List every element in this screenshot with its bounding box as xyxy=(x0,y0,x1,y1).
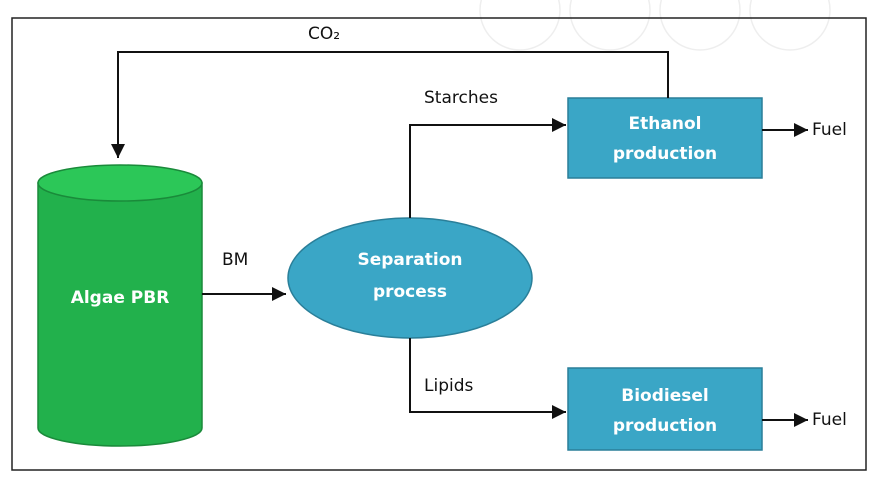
separation-node xyxy=(287,217,533,339)
node-label: production xyxy=(613,144,717,164)
ethanol-node xyxy=(567,97,763,179)
edge-label: BM xyxy=(222,250,248,270)
frame xyxy=(11,17,867,471)
edge-label: Fuel xyxy=(812,120,847,140)
cylinder xyxy=(37,164,203,447)
biodiesel-node xyxy=(567,367,763,451)
edge-label: Fuel xyxy=(812,410,847,430)
arrow xyxy=(409,118,566,218)
arrow xyxy=(409,338,566,419)
edge-label: CO₂ xyxy=(308,24,340,44)
watermark xyxy=(479,0,831,51)
node-label: Algae PBR xyxy=(71,288,170,308)
node-label: process xyxy=(373,282,447,302)
node-label: production xyxy=(613,416,717,436)
edge-label: Lipids xyxy=(424,376,473,396)
arrow xyxy=(111,51,669,158)
node-label: Separation xyxy=(357,250,462,270)
edge-label: Starches xyxy=(424,88,498,108)
node-label: Ethanol xyxy=(629,114,702,134)
node-label: Biodiesel xyxy=(621,386,708,406)
